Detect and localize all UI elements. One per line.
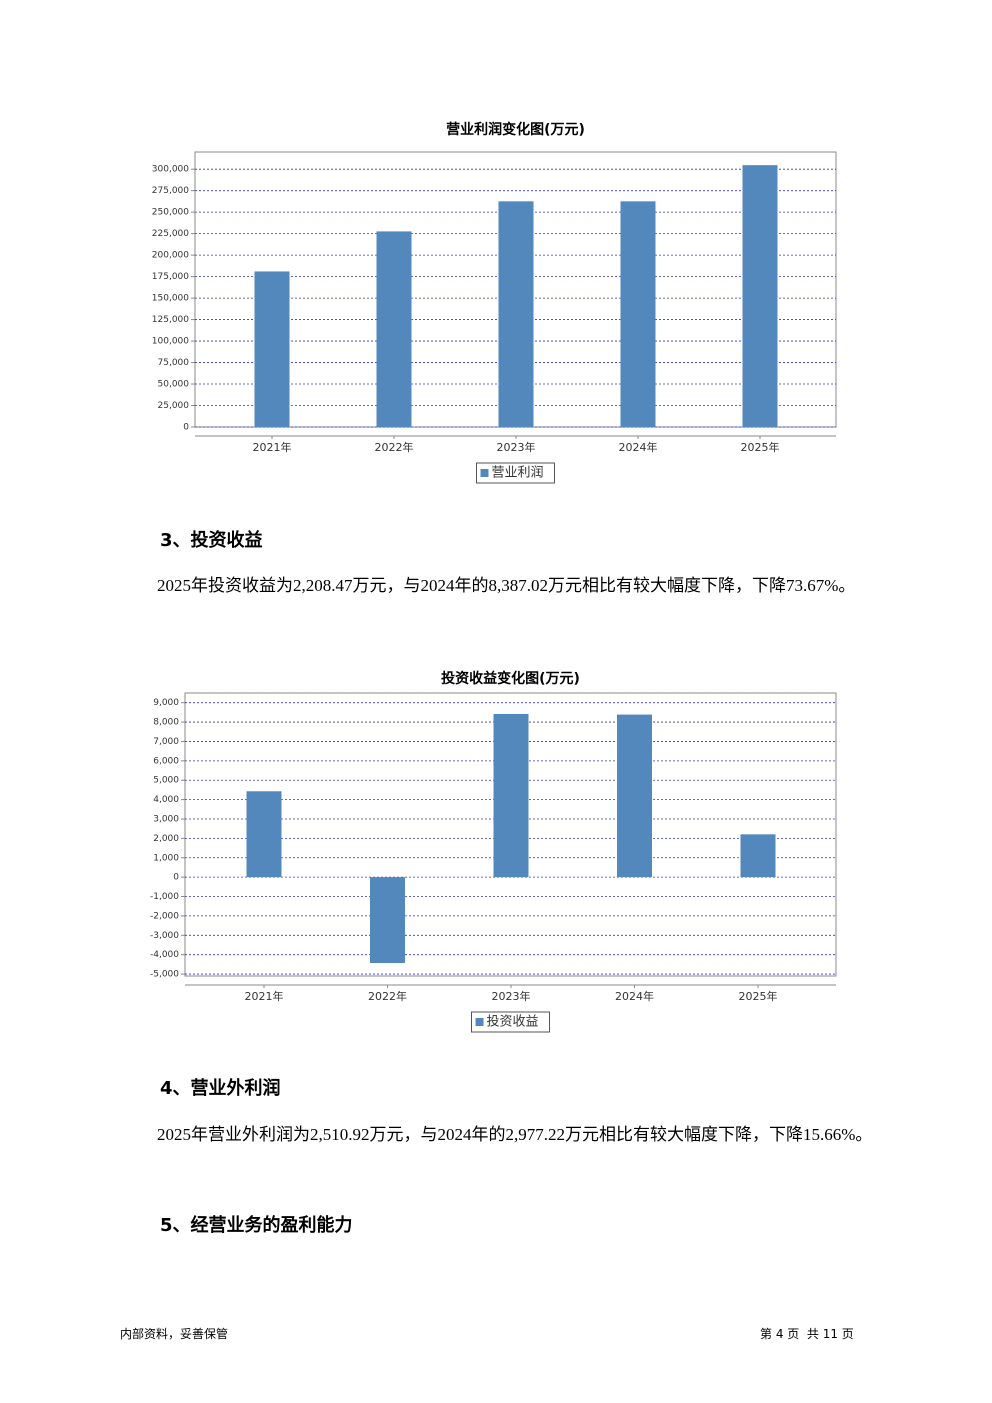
legend-swatch [480,469,489,477]
legend-label: 营业利润 [492,466,544,481]
y-tick-label: 1,000 [153,853,179,863]
y-tick-label: 6,000 [153,756,179,766]
x-tick-label: 2022年 [375,440,414,454]
y-tick-label: 0 [173,873,179,883]
section-heading: 4、营业外利润 [160,1078,281,1099]
bar [376,231,412,427]
y-tick-label: 75,000 [158,358,190,368]
x-tick-label: 2024年 [615,989,654,1003]
y-tick-label: -2,000 [150,911,179,921]
x-tick-label: 2023年 [497,440,536,454]
y-tick-label: 7,000 [153,737,179,747]
chart-title: 投资收益变化图(万元) [441,670,580,687]
y-tick-label: 225,000 [152,229,189,239]
y-tick-label: 5,000 [153,776,179,786]
y-tick-label: 3,000 [153,814,179,824]
y-tick-label: 200,000 [152,251,189,261]
x-tick-label: 2025年 [739,989,778,1003]
x-tick-label: 2021年 [253,440,292,454]
legend-box [471,1011,550,1033]
bar [742,165,778,427]
paragraph: 2025年投资收益为2,208.47万元，与2024年的8,387.02万元相比… [157,576,856,595]
chart-title: 营业利润变化图(万元) [446,121,585,138]
bar [493,713,529,878]
y-tick-label: -4,000 [150,950,179,960]
y-tick-label: 0 [183,423,189,433]
y-tick-label: 2,000 [153,834,179,844]
x-tick-label: 2023年 [492,989,531,1003]
y-tick-label: -5,000 [150,970,179,980]
x-tick-label: 2021年 [245,989,284,1003]
bar [246,791,282,878]
section-heading: 3、投资收益 [160,530,263,551]
y-tick-label: 150,000 [152,294,189,304]
x-tick-label: 2022年 [368,989,407,1003]
bar [254,271,290,427]
y-tick-label: 175,000 [152,272,189,282]
footer-left: 内部资料，妥善保管 [120,1327,229,1341]
legend-swatch [475,1018,484,1026]
bar [617,714,652,878]
y-tick-label: -3,000 [150,931,179,941]
x-tick-label: 2025年 [741,440,780,454]
y-tick-label: 125,000 [152,315,189,325]
bar [740,834,776,878]
legend-box [476,462,555,484]
footer-right: 第 4 页 共 11 页 [760,1327,854,1341]
y-tick-label: 250,000 [152,208,189,218]
y-tick-label: 8,000 [153,718,179,728]
y-tick-label: 100,000 [152,337,189,347]
bar [620,201,656,427]
y-tick-label: 25,000 [158,401,190,411]
legend-label: 投资收益 [487,1014,539,1030]
y-tick-label: 300,000 [152,165,189,175]
bar [498,201,534,427]
section-heading: 5、经营业务的盈利能力 [160,1215,353,1236]
x-tick-label: 2024年 [619,440,658,454]
y-tick-label: 9,000 [153,698,179,708]
y-tick-label: 50,000 [158,380,190,390]
y-tick-label: 4,000 [153,795,179,805]
y-tick-label: -1,000 [150,892,179,902]
bar [370,877,405,964]
paragraph: 2025年营业外利润为2,510.92万元，与2024年的2,977.22万元相… [157,1125,873,1144]
y-tick-label: 275,000 [152,186,189,196]
